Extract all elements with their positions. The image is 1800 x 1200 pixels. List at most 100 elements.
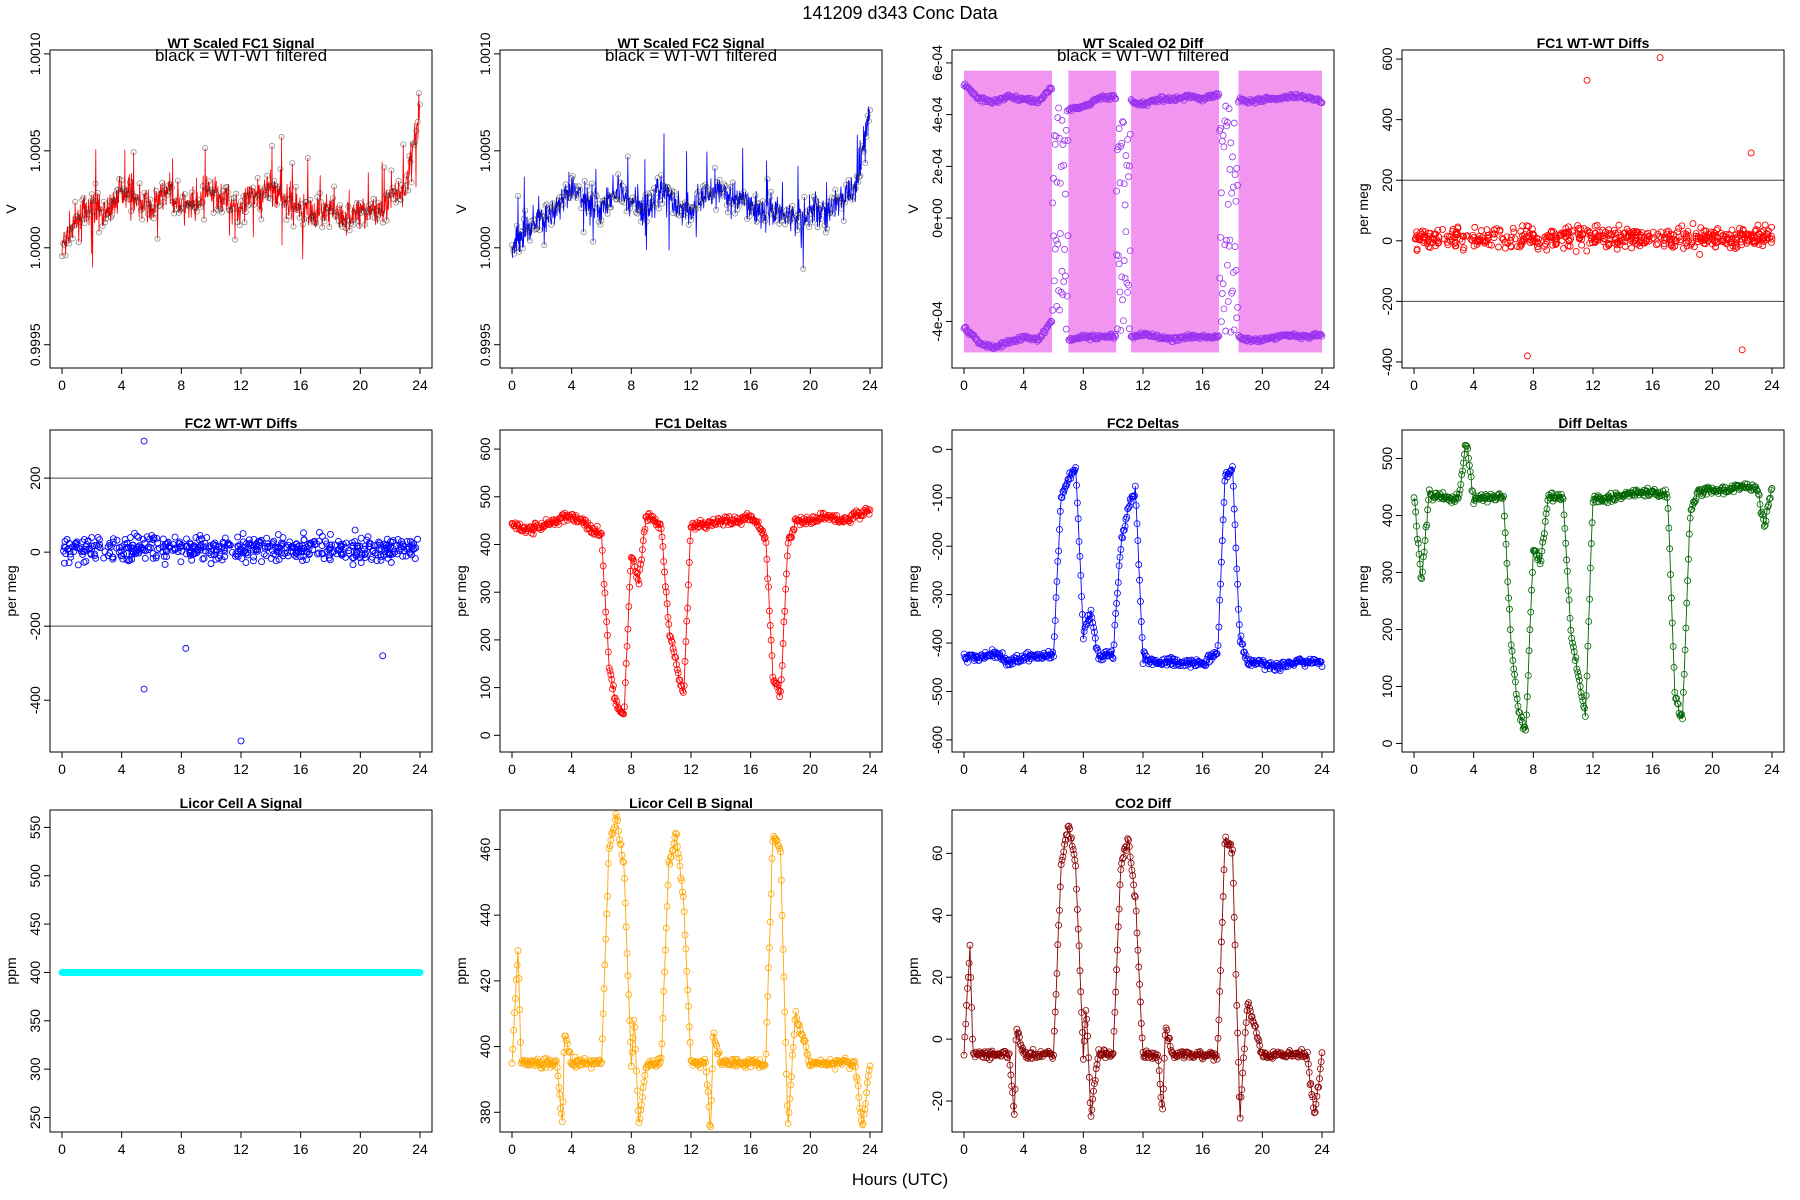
data-point (1050, 633, 1058, 641)
data-point (1434, 239, 1442, 247)
data-point (73, 538, 81, 546)
data-point (319, 550, 326, 558)
data-point (113, 544, 121, 552)
data-point (1241, 1045, 1248, 1053)
data-point (863, 1089, 870, 1097)
data-point (1509, 224, 1517, 232)
data-point (1219, 516, 1227, 524)
x-tick-label: 24 (862, 1141, 878, 1157)
data-point (298, 208, 305, 215)
data-point (1218, 938, 1225, 946)
data-point (806, 224, 813, 231)
data-point (1304, 1048, 1311, 1056)
data-point (1163, 1026, 1171, 1034)
data-point (827, 204, 834, 211)
data-point (1466, 461, 1473, 469)
data-point (172, 198, 179, 205)
data-point (1258, 1049, 1266, 1056)
data-point (717, 193, 724, 200)
data-point (249, 557, 257, 565)
data-point (627, 1062, 635, 1070)
data-point (1283, 1052, 1291, 1060)
data-point (183, 535, 190, 543)
data-point (789, 203, 796, 210)
data-point (1224, 200, 1232, 208)
data-point (553, 1064, 561, 1071)
data-point (678, 876, 686, 884)
data-point (689, 519, 697, 527)
data-point (781, 607, 789, 615)
data-point (1688, 505, 1696, 513)
data-point (1740, 233, 1748, 241)
data-point (603, 618, 611, 626)
y-tick-label: 100 (1379, 675, 1395, 699)
data-point (759, 527, 766, 535)
data-point (357, 559, 365, 566)
data-point (140, 546, 148, 554)
data-point (1657, 228, 1665, 236)
data-point (1586, 595, 1593, 603)
data-point (1231, 171, 1239, 178)
data-point (598, 1035, 606, 1043)
chart-annotation: black = WT-WT filtered (605, 46, 777, 65)
y-tick-label: 440 (477, 903, 493, 927)
data-point (1466, 468, 1474, 476)
data-point (289, 160, 296, 167)
data-point (1252, 1022, 1259, 1030)
data-point (1412, 508, 1420, 516)
data-point (123, 544, 130, 551)
data-point (634, 210, 641, 217)
data-point (374, 215, 381, 222)
data-point (1111, 621, 1119, 629)
y-tick-label: 400 (1379, 108, 1395, 132)
data-point (591, 205, 598, 212)
data-point (1079, 1029, 1086, 1036)
data-point (1229, 183, 1237, 191)
data-point (132, 193, 139, 200)
data-point (809, 219, 816, 226)
data-point (242, 208, 249, 215)
x-tick-label: 20 (1255, 761, 1271, 777)
data-point (608, 676, 616, 683)
data-point (609, 830, 616, 838)
data-point (340, 212, 347, 219)
data-point (313, 220, 320, 227)
data-point (1453, 229, 1461, 237)
data-point (1588, 235, 1595, 243)
chart-title: CO2 Diff (1115, 795, 1171, 811)
data-point (637, 218, 644, 225)
data-point (356, 542, 364, 550)
data-point (1011, 1085, 1019, 1093)
data-point (345, 547, 353, 555)
data-point (792, 1007, 800, 1015)
data-point (1233, 1002, 1241, 1009)
data-point (225, 541, 233, 549)
data-point (1680, 244, 1687, 252)
data-point (265, 194, 272, 201)
data-point (386, 550, 394, 558)
data-point (1680, 670, 1688, 678)
data-point (212, 189, 219, 196)
data-point (776, 693, 784, 701)
data-point (1178, 334, 1186, 341)
data-point (1074, 515, 1082, 523)
data-point (789, 1051, 796, 1059)
data-point (1232, 266, 1240, 274)
y-axis-label: V (905, 204, 921, 214)
data-point (1071, 466, 1079, 474)
data-point (764, 992, 772, 1000)
data-point (1211, 91, 1218, 99)
data-point (828, 194, 835, 201)
data-point (560, 201, 567, 208)
data-point (1584, 642, 1592, 650)
data-point (685, 221, 692, 228)
data-point (329, 195, 336, 202)
data-point (659, 200, 666, 207)
data-point (1048, 318, 1056, 326)
data-point (736, 201, 743, 208)
data-point (1111, 1009, 1119, 1016)
data-point (370, 195, 377, 202)
data-point (1121, 522, 1129, 530)
data-point (357, 534, 365, 542)
data-point (1051, 1008, 1059, 1016)
